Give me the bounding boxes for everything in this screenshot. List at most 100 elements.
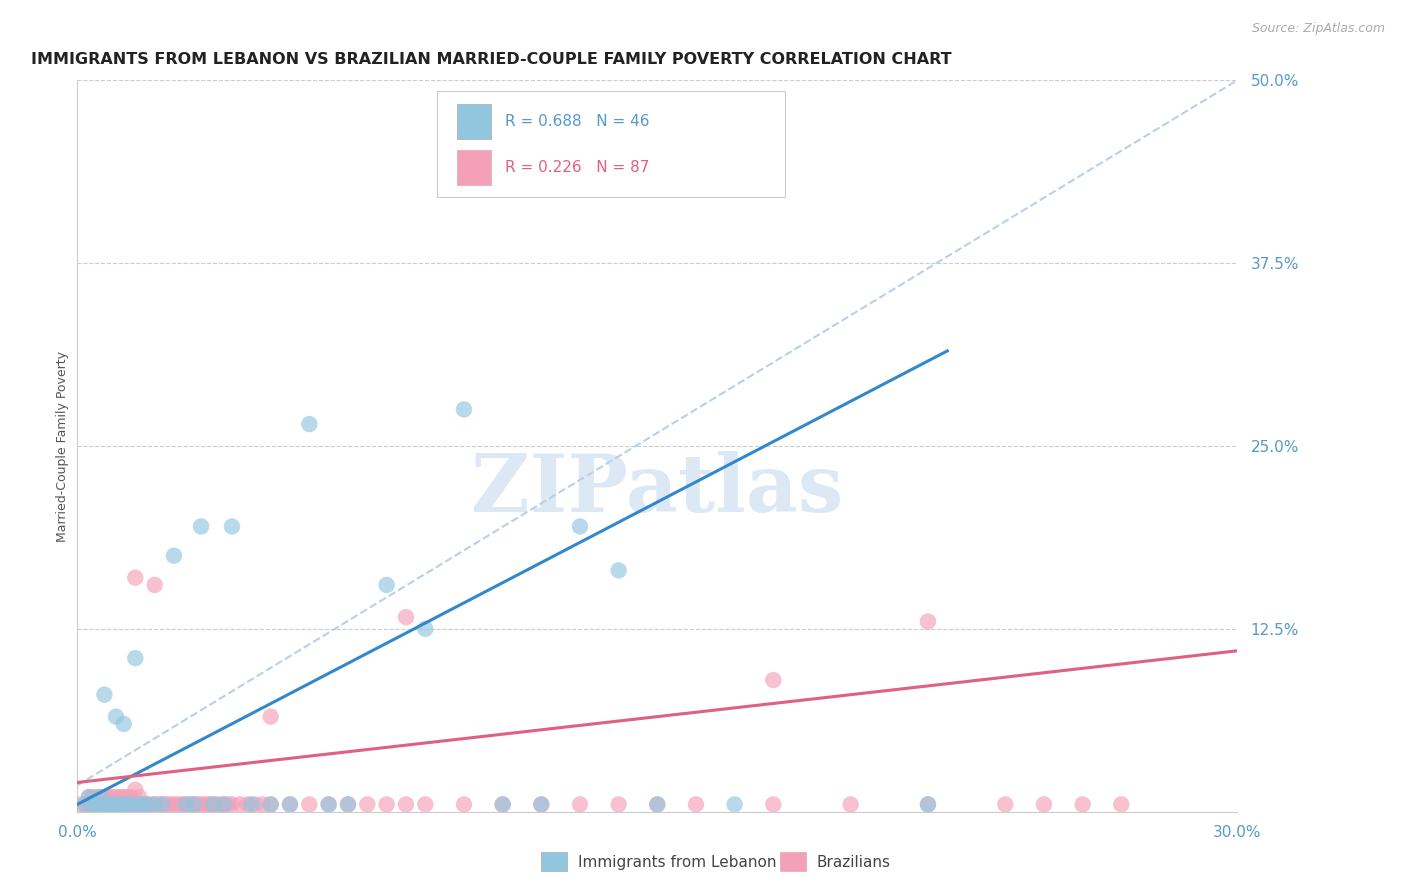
- Text: IMMIGRANTS FROM LEBANON VS BRAZILIAN MARRIED-COUPLE FAMILY POVERTY CORRELATION C: IMMIGRANTS FROM LEBANON VS BRAZILIAN MAR…: [31, 52, 952, 67]
- Point: [569, 519, 592, 533]
- Point: [530, 797, 553, 812]
- Point: [163, 549, 186, 563]
- Point: [201, 797, 224, 812]
- Point: [190, 797, 212, 812]
- Point: [139, 797, 162, 812]
- Point: [148, 797, 170, 812]
- Point: [97, 790, 120, 805]
- Point: [82, 790, 104, 805]
- Point: [166, 797, 188, 812]
- Point: [214, 797, 236, 812]
- Text: R = 0.688   N = 46: R = 0.688 N = 46: [505, 114, 650, 128]
- Point: [112, 797, 135, 812]
- Point: [183, 797, 205, 812]
- Point: [1111, 797, 1133, 812]
- Point: [77, 790, 100, 805]
- Text: R = 0.226   N = 87: R = 0.226 N = 87: [505, 160, 650, 175]
- Point: [685, 797, 707, 812]
- Point: [298, 797, 321, 812]
- Point: [90, 790, 111, 805]
- Point: [108, 797, 131, 812]
- Point: [221, 797, 243, 812]
- Point: [917, 797, 939, 812]
- Point: [101, 797, 124, 812]
- Point: [917, 797, 939, 812]
- Point: [101, 797, 124, 812]
- Point: [1071, 797, 1094, 812]
- Point: [318, 797, 340, 812]
- Point: [240, 797, 263, 812]
- Point: [228, 797, 252, 812]
- Point: [917, 615, 939, 629]
- Point: [93, 797, 115, 812]
- Point: [179, 797, 201, 812]
- Point: [375, 578, 398, 592]
- Point: [194, 797, 217, 812]
- Point: [132, 797, 155, 812]
- Point: [209, 797, 232, 812]
- FancyBboxPatch shape: [457, 103, 492, 139]
- Point: [143, 797, 166, 812]
- Point: [186, 797, 208, 812]
- Point: [93, 688, 115, 702]
- Point: [994, 797, 1017, 812]
- Point: [112, 790, 135, 805]
- FancyBboxPatch shape: [457, 150, 492, 185]
- Point: [117, 797, 139, 812]
- Point: [136, 797, 159, 812]
- Point: [105, 797, 127, 812]
- Point: [260, 797, 283, 812]
- Point: [762, 797, 785, 812]
- Point: [190, 519, 212, 533]
- Point: [375, 797, 398, 812]
- Point: [97, 797, 120, 812]
- Point: [260, 797, 283, 812]
- Point: [762, 673, 785, 687]
- Point: [453, 797, 475, 812]
- Point: [105, 797, 127, 812]
- Point: [82, 797, 104, 812]
- Point: [82, 797, 104, 812]
- Point: [174, 797, 197, 812]
- Point: [152, 797, 174, 812]
- Point: [117, 797, 139, 812]
- Point: [97, 797, 120, 812]
- Point: [205, 797, 228, 812]
- Point: [90, 790, 111, 805]
- Point: [245, 797, 267, 812]
- Point: [86, 790, 108, 805]
- Point: [217, 797, 239, 812]
- Point: [413, 797, 436, 812]
- Point: [143, 797, 166, 812]
- Point: [70, 797, 93, 812]
- Point: [170, 797, 193, 812]
- Point: [607, 563, 630, 577]
- Point: [159, 797, 181, 812]
- Point: [75, 797, 96, 812]
- Point: [117, 790, 139, 805]
- Point: [124, 571, 146, 585]
- Point: [124, 651, 146, 665]
- Text: Brazilians: Brazilians: [817, 855, 891, 870]
- Point: [260, 709, 283, 723]
- Point: [236, 797, 259, 812]
- FancyBboxPatch shape: [437, 91, 785, 197]
- Point: [128, 790, 150, 805]
- Point: [647, 797, 669, 812]
- Point: [124, 797, 146, 812]
- Point: [201, 797, 224, 812]
- Point: [356, 797, 378, 812]
- Point: [155, 797, 177, 812]
- Point: [395, 797, 418, 812]
- Y-axis label: Married-Couple Family Poverty: Married-Couple Family Poverty: [56, 351, 69, 541]
- Point: [278, 797, 301, 812]
- Point: [143, 578, 166, 592]
- Point: [569, 797, 592, 812]
- Point: [278, 797, 301, 812]
- Point: [124, 782, 146, 797]
- Point: [197, 797, 219, 812]
- Point: [105, 790, 127, 805]
- Point: [128, 797, 150, 812]
- Point: [77, 790, 100, 805]
- Point: [724, 797, 747, 812]
